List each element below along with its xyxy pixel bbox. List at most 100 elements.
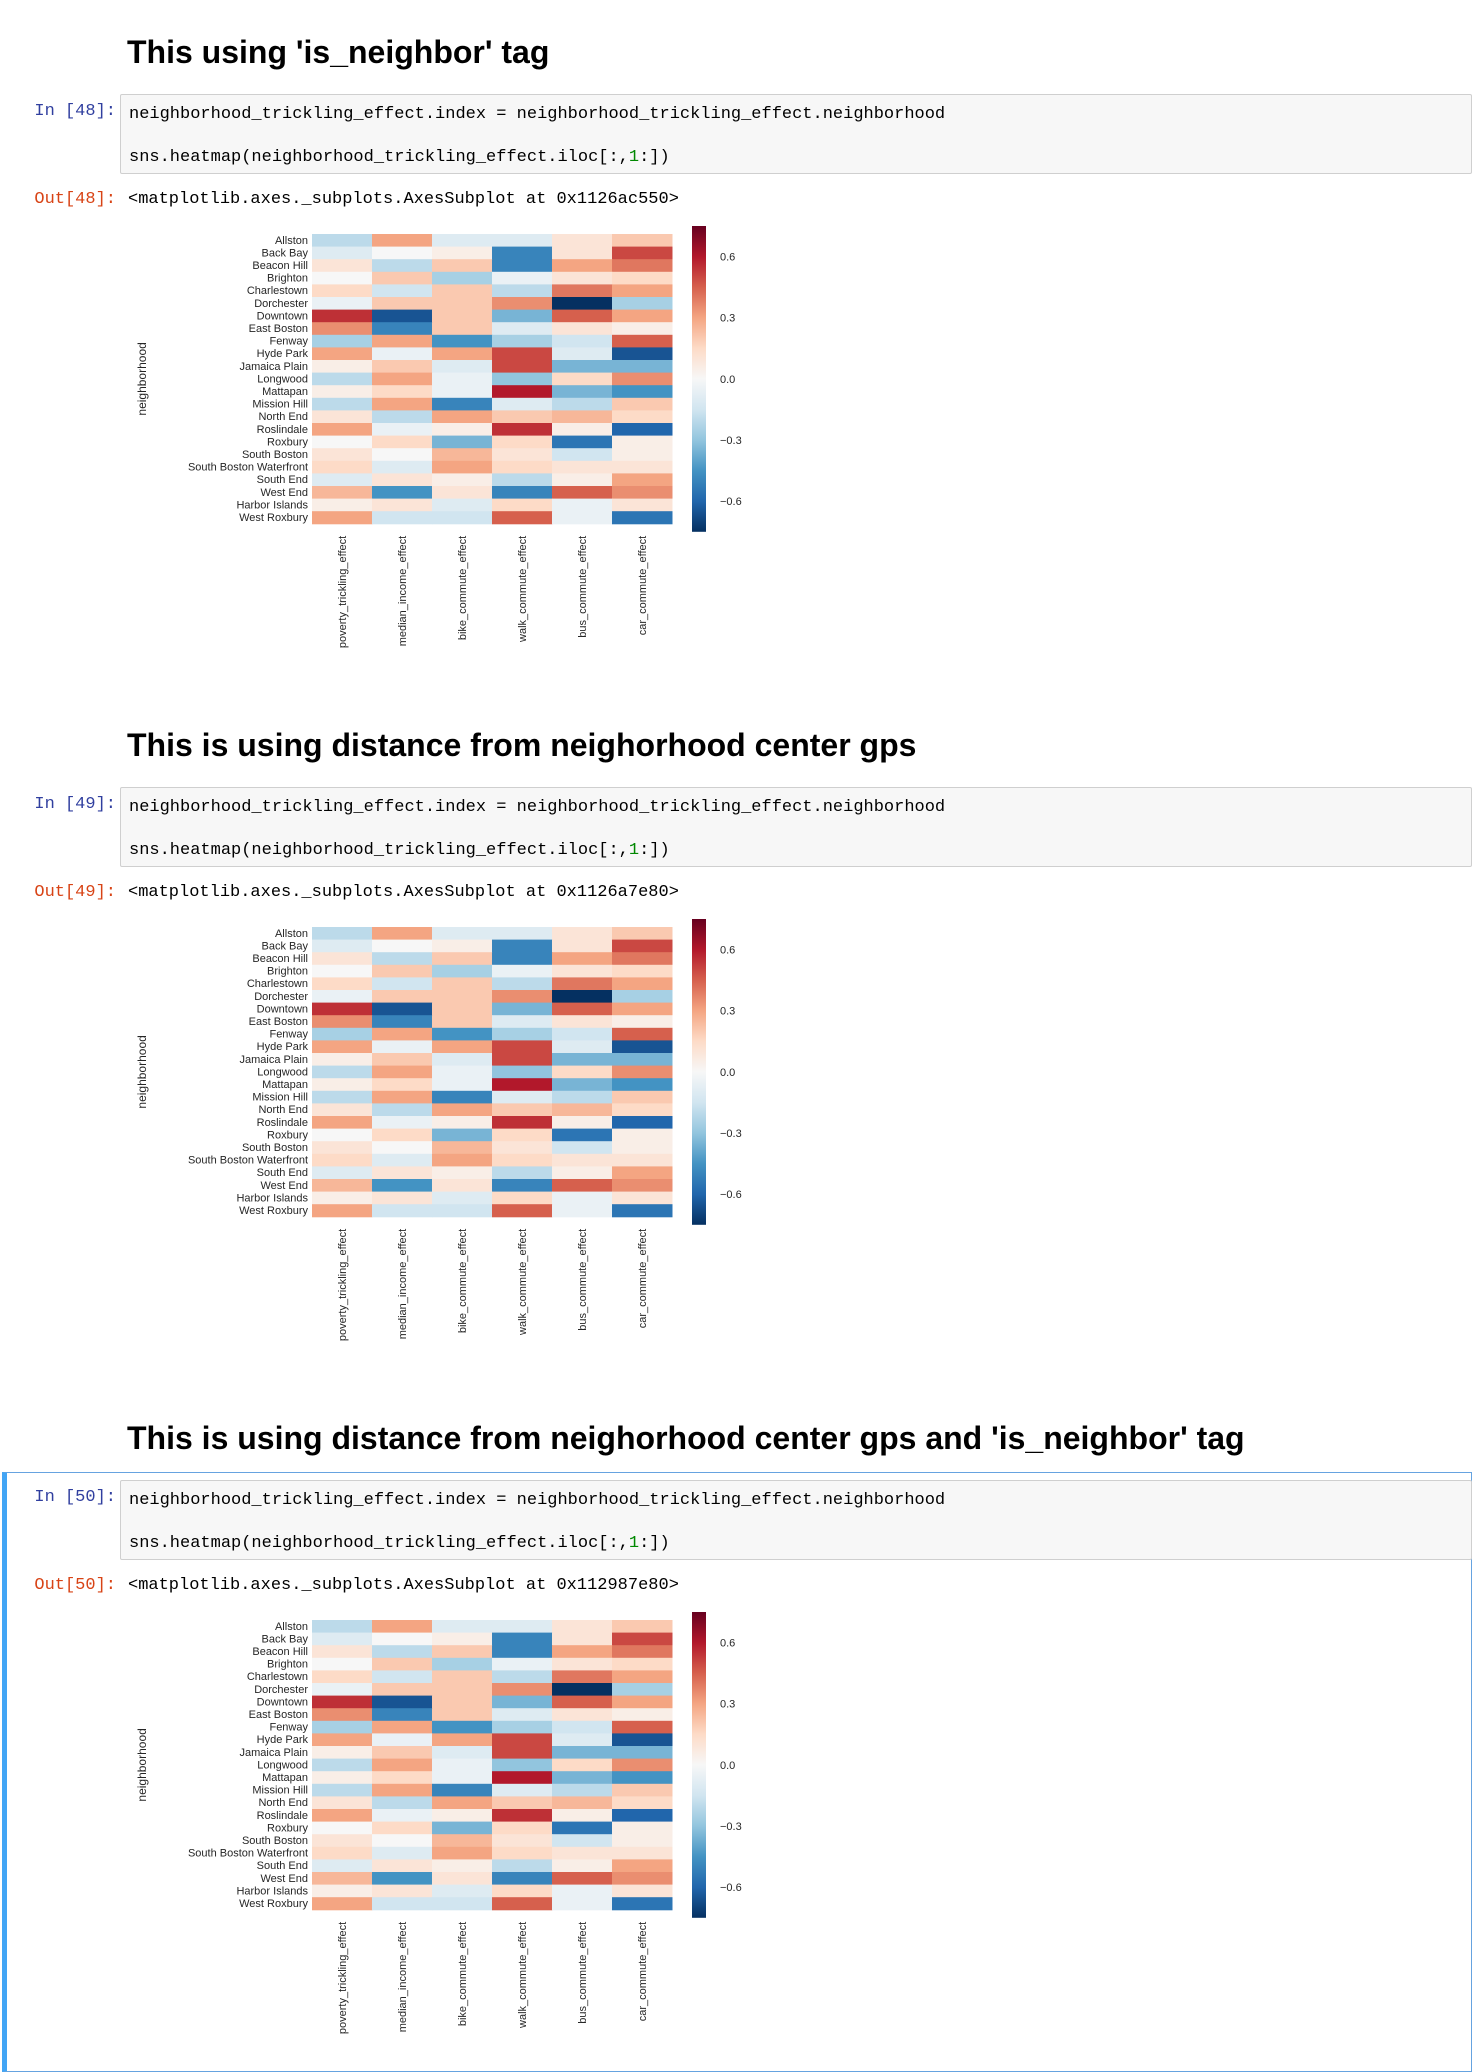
- heatmap-cell: [552, 1027, 613, 1041]
- code-line: neighborhood_trickling_effect.index = ne…: [129, 105, 946, 124]
- heatmap-cell: [612, 1695, 673, 1709]
- heatmap-cell: [612, 1746, 673, 1760]
- heatmap-cell: [312, 1620, 373, 1634]
- column-label: bike_commute_effect: [457, 1229, 469, 1333]
- heatmap-cell: [312, 460, 373, 474]
- heatmap-cell: [492, 423, 553, 437]
- row-label: West Roxbury: [239, 1205, 308, 1217]
- heatmap-cell: [372, 486, 433, 500]
- heatmap-cell: [432, 1872, 493, 1886]
- heatmap-cell: [552, 1153, 613, 1167]
- column-label: bike_commute_effect: [457, 536, 469, 640]
- heatmap-cell: [552, 284, 613, 298]
- heatmap-cell: [432, 1053, 493, 1067]
- row-label: West Roxbury: [239, 1898, 308, 1910]
- heatmap-cell: [432, 435, 493, 449]
- row-label: Allston: [275, 235, 308, 247]
- heatmap-cell: [432, 1670, 493, 1684]
- heatmap-cell: [372, 927, 433, 941]
- heatmap-cell: [552, 460, 613, 474]
- heatmap-cell: [612, 1141, 673, 1155]
- heatmap-cell: [612, 1179, 673, 1193]
- row-label: Hyde Park: [257, 1041, 309, 1053]
- colorbar: [692, 226, 706, 532]
- row-label: Mattapan: [262, 1079, 308, 1091]
- heatmap-cell: [372, 234, 433, 248]
- heatmap-cell: [492, 1128, 553, 1142]
- row-label: Beacon Hill: [252, 260, 308, 272]
- row-label: Fenway: [269, 336, 308, 348]
- heatmap-cell: [372, 977, 433, 991]
- heatmap-cell: [432, 423, 493, 437]
- y-axis-label: neighborhood: [135, 1728, 149, 1801]
- heatmap-cell: [492, 498, 553, 512]
- heatmap-cell: [612, 410, 673, 424]
- heatmap-cell: [432, 1620, 493, 1634]
- markdown-heading: This is using distance from neighorhood …: [127, 1420, 1245, 1456]
- heatmap-cell: [312, 322, 373, 336]
- heatmap-cell: [372, 423, 433, 437]
- column-label: car_commute_effect: [637, 536, 649, 635]
- colorbar-tick-label: 0.3: [720, 1006, 735, 1018]
- row-label: East Boston: [249, 1709, 308, 1721]
- y-axis-label: neighborhood: [135, 342, 149, 415]
- heatmap-cell: [432, 1204, 493, 1218]
- heatmap-cell: [492, 511, 553, 525]
- colorbar-tick-label: 0.6: [720, 945, 735, 957]
- heatmap-cell: [552, 1645, 613, 1659]
- heatmap-cell: [552, 322, 613, 336]
- code-input[interactable]: neighborhood_trickling_effect.index = ne…: [120, 1480, 1472, 1560]
- heatmap-cell: [312, 271, 373, 285]
- heatmap-cell: [432, 1191, 493, 1205]
- heatmap-cell: [492, 1645, 553, 1659]
- heatmap-cell: [552, 511, 613, 525]
- heatmap-cell: [612, 1645, 673, 1659]
- heatmap-cell: [372, 1708, 433, 1722]
- heatmap-cell: [492, 1783, 553, 1797]
- heatmap-cell: [312, 410, 373, 424]
- heatmap-cell: [492, 1872, 553, 1886]
- code-line: neighborhood_trickling_effect.index = ne…: [129, 1491, 946, 1510]
- row-label: South End: [257, 1167, 308, 1179]
- heatmap-cell: [612, 1872, 673, 1886]
- row-label: West End: [261, 1180, 309, 1192]
- heatmap-cell: [492, 1695, 553, 1709]
- heatmap-cell: [312, 1708, 373, 1722]
- output-text: <matplotlib.axes._subplots.AxesSubplot a…: [128, 883, 679, 902]
- heatmap-cell: [612, 1027, 673, 1041]
- row-label: Roxbury: [267, 1129, 308, 1141]
- row-label: South Boston Waterfront: [188, 462, 308, 474]
- heatmap-cell: [432, 309, 493, 323]
- heatmap-cell: [372, 498, 433, 512]
- code-input[interactable]: neighborhood_trickling_effect.index = ne…: [120, 94, 1472, 174]
- code-input[interactable]: neighborhood_trickling_effect.index = ne…: [120, 787, 1472, 867]
- heatmap-cell: [312, 977, 373, 991]
- heatmap-cell: [552, 1670, 613, 1684]
- heatmap-cell: [552, 1040, 613, 1054]
- row-label: Roxbury: [267, 436, 308, 448]
- heatmap-cell: [612, 1683, 673, 1697]
- heatmap-cell: [312, 347, 373, 361]
- heatmap-cell: [612, 448, 673, 462]
- heatmap-cell: [372, 397, 433, 411]
- column-label: bus_commute_effect: [577, 1922, 589, 2024]
- heatmap-cell: [312, 1821, 373, 1835]
- heatmap-cell: [492, 271, 553, 285]
- heatmap-cell: [432, 1796, 493, 1810]
- row-label: Mission Hill: [252, 1092, 308, 1104]
- heatmap-cell: [552, 1141, 613, 1155]
- heatmap-cell: [492, 1141, 553, 1155]
- code-line: sns.heatmap(neighborhood_trickling_effec…: [129, 841, 670, 860]
- heatmap-cell: [552, 498, 613, 512]
- column-label: poverty_trickling_effect: [337, 1229, 349, 1341]
- heatmap-cell: [432, 1645, 493, 1659]
- heatmap-cell: [432, 1141, 493, 1155]
- heatmap-cell: [312, 1733, 373, 1747]
- heatmap-cell: [612, 1758, 673, 1772]
- heatmap-cell: [612, 1065, 673, 1079]
- heatmap-cell: [612, 1834, 673, 1848]
- heatmap-cell: [312, 1065, 373, 1079]
- heatmap-cell: [612, 309, 673, 323]
- heatmap-cell: [432, 1632, 493, 1646]
- heatmap-cell: [612, 1103, 673, 1117]
